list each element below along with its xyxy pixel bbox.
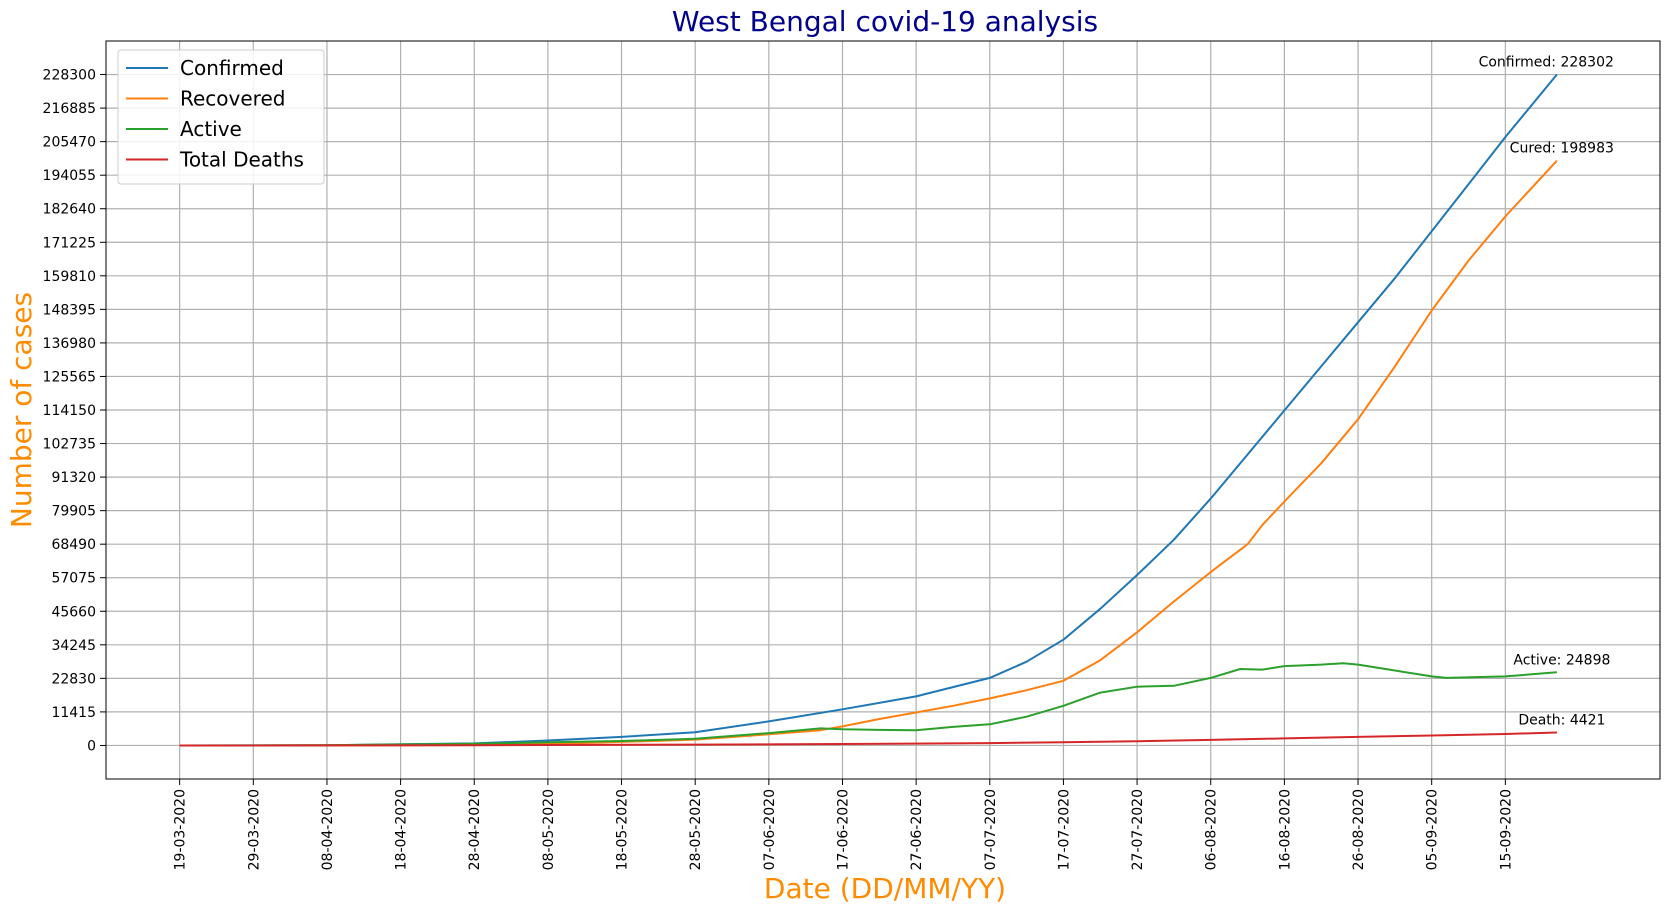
x-tick-label: 16-08-2020 [1277, 789, 1293, 870]
chart-title: West Bengal covid-19 analysis [672, 5, 1098, 38]
annotation-label: Confirmed: 228302 [1479, 55, 1614, 71]
y-tick-label: 228300 [43, 68, 96, 84]
annotation-label: Cured: 198983 [1510, 141, 1614, 157]
x-tick-label: 28-05-2020 [688, 789, 704, 870]
y-tick-label: 148395 [43, 302, 96, 318]
annotation-label: Death: 4421 [1518, 712, 1605, 728]
annotation-label: Active: 24898 [1513, 652, 1610, 668]
x-tick-label: 08-04-2020 [320, 789, 336, 870]
y-tick-label: 194055 [43, 168, 96, 184]
x-tick-label: 26-08-2020 [1351, 789, 1367, 870]
x-tick-label: 18-04-2020 [394, 789, 410, 870]
series-lines [179, 73, 1558, 747]
x-tick-label: 29-03-2020 [246, 789, 262, 870]
y-tick-label: 45660 [51, 604, 96, 620]
x-tick-label: 07-06-2020 [762, 789, 778, 870]
y-axis-title: Number of cases [5, 292, 38, 528]
plot-frame [105, 40, 1661, 780]
x-tick-label: 17-06-2020 [835, 789, 851, 870]
annotations: Confirmed: 228302 Cured: 198983 Active: 24… [1479, 55, 1614, 729]
y-tick-label: 79905 [51, 504, 96, 520]
y-tick-label: 171225 [43, 235, 96, 251]
x-tick-label: 05-09-2020 [1425, 789, 1441, 870]
x-tick-label: 07-07-2020 [983, 789, 999, 870]
y-tick-label: 114150 [43, 403, 96, 419]
y-tick-label: 34245 [51, 638, 96, 654]
x-tick-label: 17-07-2020 [1056, 789, 1072, 870]
x-tick-label: 19-03-2020 [173, 789, 189, 870]
y-tick-label: 182640 [43, 202, 96, 218]
x-tick-label: 08-05-2020 [541, 789, 557, 870]
legend: Confirmed Recovered Active Total Deaths [117, 49, 325, 185]
x-tick-label: 18-05-2020 [615, 789, 631, 870]
x-tick-label: 28-04-2020 [467, 789, 483, 870]
grid [106, 41, 1660, 779]
y-tick-label: 57075 [51, 571, 96, 587]
y-tick-label: 22830 [51, 671, 96, 687]
x-tick-label: 27-06-2020 [909, 789, 925, 870]
legend-label: Total Deaths [179, 148, 304, 172]
y-tick-label: 68490 [51, 537, 96, 553]
series-line-active [179, 662, 1557, 747]
y-tick-label: 102735 [43, 437, 96, 453]
legend-box [117, 49, 325, 185]
legend-label: Confirmed [180, 56, 284, 80]
y-tick-label: 136980 [43, 336, 96, 352]
series-line-total-deaths [179, 731, 1557, 747]
x-tick-label: 06-08-2020 [1204, 789, 1220, 870]
x-tick-label: 15-09-2020 [1498, 789, 1514, 870]
axes: 19-03-2020 29-03-2020 08-04-2020 18-04-2020… [43, 40, 1661, 870]
y-tick-label: 91320 [51, 470, 96, 486]
y-tick-label: 159810 [43, 269, 96, 285]
x-axis-title: Date (DD/MM/YY) [764, 872, 1006, 905]
y-tick-label: 216885 [43, 101, 96, 117]
legend-label: Active [180, 117, 242, 141]
y-tick-label: 11415 [51, 705, 96, 721]
y-tick-label: 0 [87, 738, 96, 754]
y-tick-label: 205470 [43, 135, 96, 151]
legend-label: Recovered [180, 87, 285, 111]
series-line-confirmed [179, 73, 1558, 747]
series-line-recovered [179, 160, 1558, 747]
x-tick-label: 27-07-2020 [1130, 789, 1146, 870]
y-tick-label: 125565 [43, 369, 96, 385]
